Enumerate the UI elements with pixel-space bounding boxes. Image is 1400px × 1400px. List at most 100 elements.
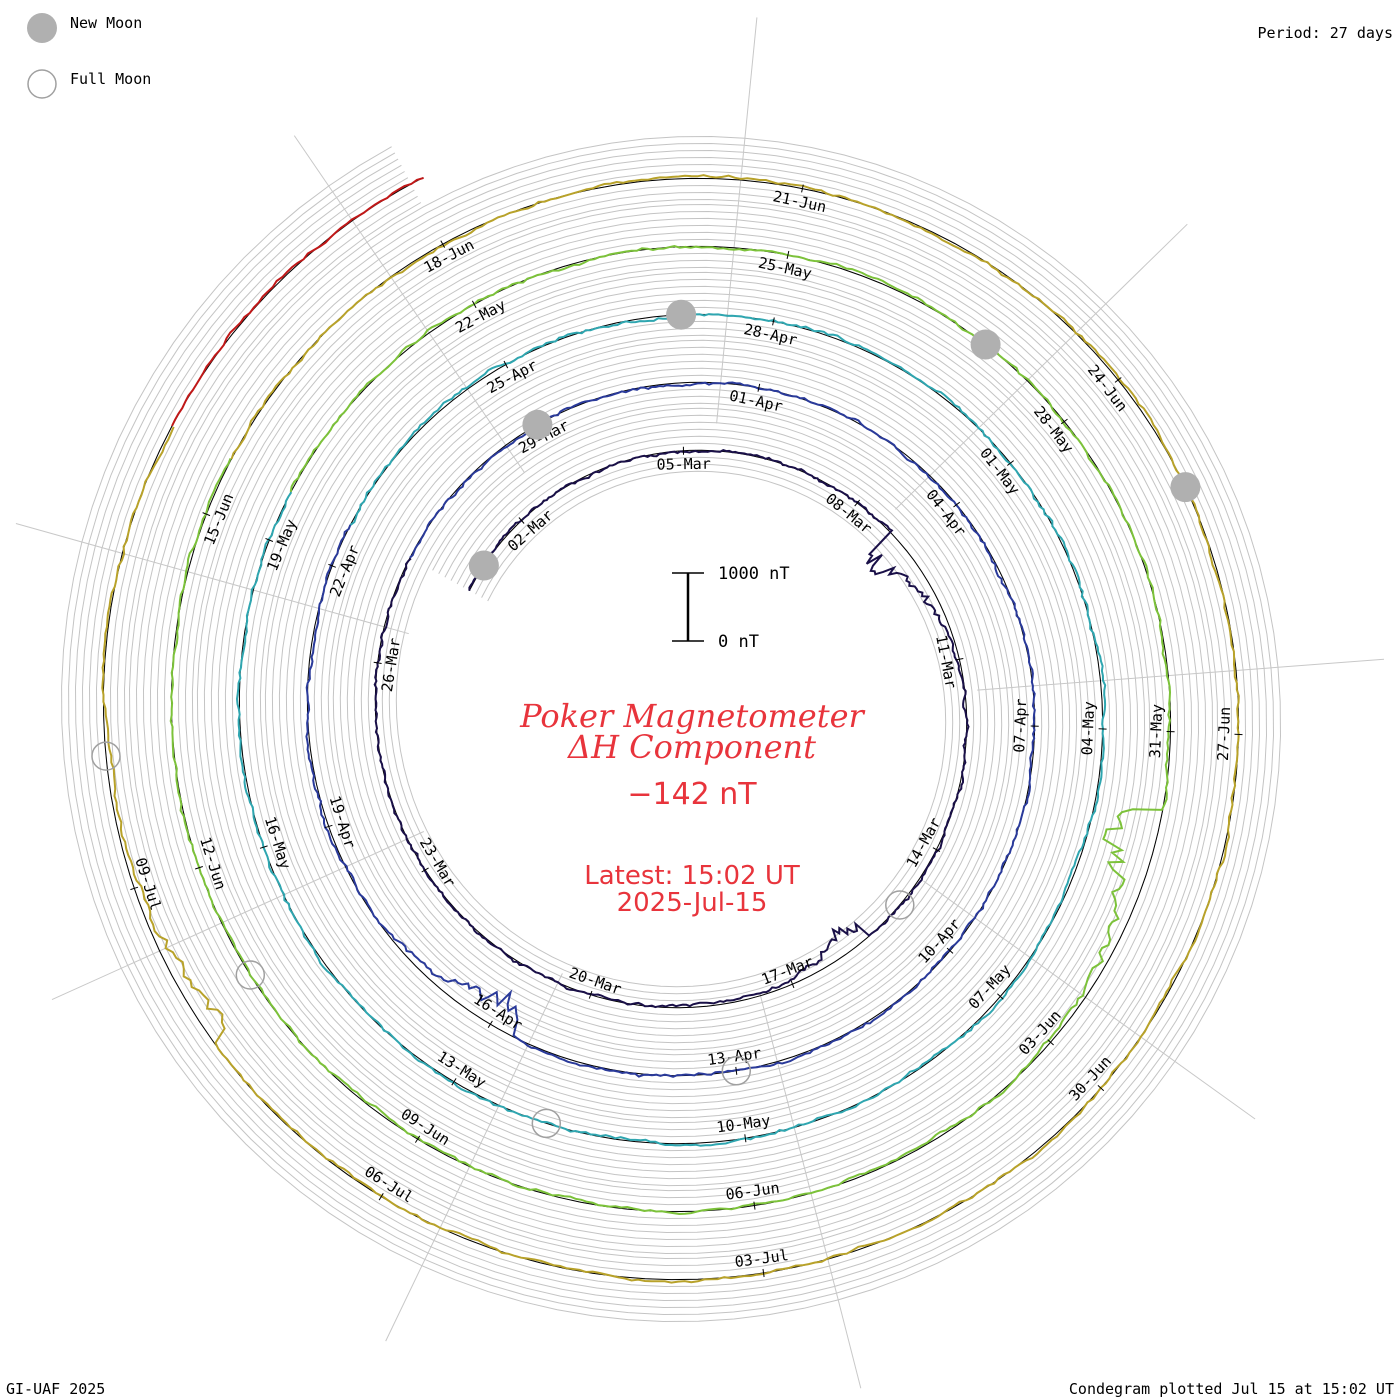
full-moon-marker <box>531 1108 562 1139</box>
moon-markers <box>91 299 1201 1139</box>
date-tick-mark <box>762 1268 765 1278</box>
date-tick-mark <box>946 947 954 954</box>
delta-h-trace <box>305 381 1036 1078</box>
date-tick-mark <box>1006 460 1015 466</box>
date-tick-label: 07-Apr <box>1010 698 1030 753</box>
period-spokes <box>15 17 1385 1389</box>
period-label: Period: 27 days <box>1258 24 1393 42</box>
full-moon-marker <box>91 741 121 771</box>
period-spoke <box>15 523 409 635</box>
latest-date: 2025-Jul-15 <box>617 888 768 918</box>
scale-top-label: 1000 nT <box>718 564 790 584</box>
latest-time: Latest: 15:02 UT <box>584 861 800 891</box>
date-tick-mark <box>932 847 941 853</box>
new-moon-legend-icon <box>27 13 57 43</box>
date-tick-mark <box>471 300 477 309</box>
date-tick-label: 23-Mar <box>416 835 459 891</box>
date-tick-mark <box>744 1134 747 1143</box>
date-tick-mark <box>854 499 861 507</box>
date-tick-mark <box>373 661 382 664</box>
period-spoke <box>895 223 1188 510</box>
date-tick-mark <box>414 1135 421 1143</box>
chart-subtitle: ΔH Component <box>566 728 816 766</box>
grid-spiral <box>61 135 1282 1323</box>
scale-bottom-label: 0 nT <box>718 632 759 652</box>
chart-title: Poker Magnetometer <box>519 697 865 735</box>
date-tick-mark <box>328 563 336 568</box>
date-tick-mark <box>588 990 593 999</box>
date-tick-label: 31-May <box>1146 704 1166 759</box>
date-tick-mark <box>202 512 211 517</box>
grid-spiral <box>116 191 1226 1267</box>
date-tick-mark <box>1114 377 1122 383</box>
date-tick-label: 27-Jun <box>1214 706 1234 761</box>
full-moon-marker <box>885 890 915 920</box>
date-tick-label: 21-Jun <box>771 187 828 216</box>
period-spoke <box>977 658 1385 691</box>
grid-spiral <box>109 184 1233 1274</box>
date-tick-mark <box>790 980 795 989</box>
period-spoke <box>716 17 758 424</box>
period-spoke <box>923 880 1256 1120</box>
full-moon-marker <box>235 960 266 990</box>
date-tick-mark <box>955 658 964 661</box>
new-moon-marker <box>970 329 1001 360</box>
date-tick-mark <box>757 383 761 392</box>
date-tick-label: 20-Mar <box>567 964 624 999</box>
date-tick-mark <box>130 886 139 891</box>
zero-baseline <box>102 177 1240 1281</box>
grid-spiral <box>81 156 1261 1302</box>
date-tick-mark <box>1097 1085 1105 1092</box>
date-tick-mark <box>265 537 274 542</box>
current-value: −142 nT <box>627 777 757 812</box>
grid-spiral <box>123 198 1219 1260</box>
date-tick-mark <box>440 240 446 248</box>
footer-credit: GI-UAF 2025 <box>6 1380 105 1398</box>
date-tick-label: 11-Mar <box>932 633 960 690</box>
date-tick-mark <box>1060 418 1068 425</box>
date-tick-mark <box>786 250 790 260</box>
date-tick-mark <box>259 845 268 849</box>
new-moon-marker <box>1170 472 1201 503</box>
grid-spiral <box>68 142 1275 1316</box>
date-tick-mark <box>487 1020 493 1028</box>
grid-spiral <box>95 170 1247 1288</box>
date-tick-mark <box>953 501 961 508</box>
date-tick-mark <box>421 867 429 873</box>
date-tick-mark <box>518 517 525 524</box>
date-tick-mark <box>451 1078 457 1086</box>
delta-h-trace <box>169 244 1172 1216</box>
date-tick-mark <box>735 1066 738 1075</box>
date-tick-mark <box>997 993 1004 1000</box>
new-moon-marker <box>522 409 553 440</box>
date-tick-mark <box>503 360 509 369</box>
period-spoke <box>385 973 563 1342</box>
delta-h-trace <box>101 174 1240 1284</box>
date-tick-mark <box>801 184 804 193</box>
date-tick-mark <box>195 866 203 870</box>
new-moon-legend-label: New Moon <box>70 14 142 32</box>
period-spoke <box>293 135 525 473</box>
grid-spiral <box>88 163 1254 1295</box>
footer-plot-time: Condegram plotted Jul 15 at 15:02 UT <box>1069 1380 1394 1398</box>
full-moon-legend-label: Full Moon <box>70 70 151 88</box>
date-tick-mark <box>753 1201 756 1210</box>
new-moon-marker <box>666 299 697 330</box>
date-tick-mark <box>324 824 333 829</box>
grid-spiral <box>74 149 1268 1309</box>
period-spoke <box>51 831 425 1001</box>
delta-h-trace <box>171 176 424 427</box>
date-tick-label: 13-May <box>434 1047 489 1091</box>
new-moon-marker <box>468 550 499 581</box>
date-tick-mark <box>772 317 775 326</box>
date-tick-label: 04-May <box>1078 701 1098 756</box>
full-moon-marker <box>721 1056 752 1086</box>
date-tick-label: 05-Mar <box>656 455 710 474</box>
date-tick-mark <box>1047 1039 1054 1046</box>
date-tick-label: 14-Mar <box>903 815 945 871</box>
full-moon-legend-icon <box>27 69 57 99</box>
date-tick-mark <box>378 1193 384 1201</box>
period-spoke <box>759 992 862 1389</box>
